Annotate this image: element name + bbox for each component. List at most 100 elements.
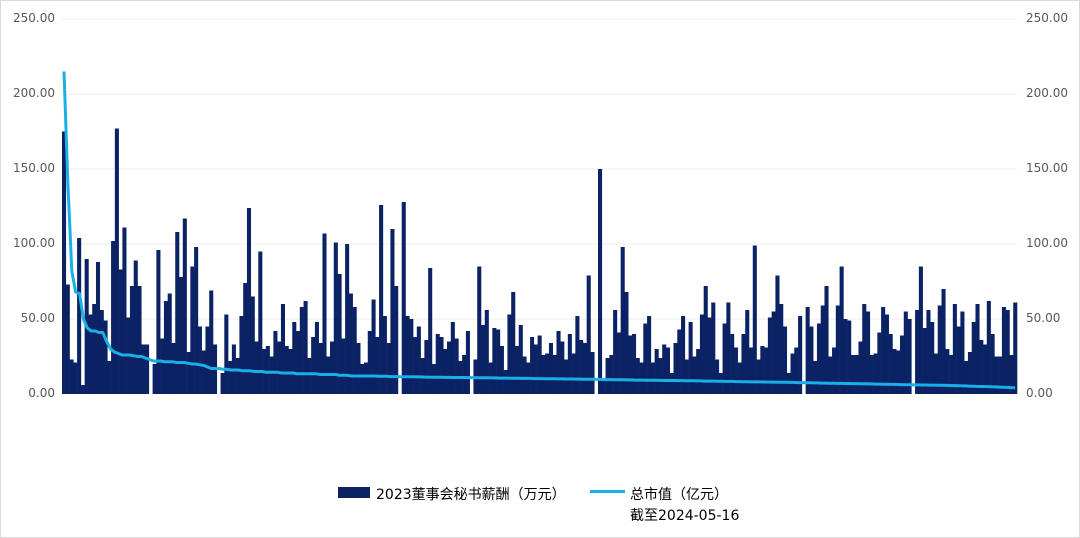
salary-bar — [718, 373, 723, 394]
salary-bar — [348, 293, 353, 394]
market-cap-line — [62, 71, 1016, 390]
salary-bar — [77, 238, 82, 394]
salary-bar — [922, 328, 927, 394]
salary-bar — [711, 302, 716, 394]
salary-bar — [575, 316, 580, 394]
salary-bar — [382, 316, 387, 394]
salary-bar — [311, 337, 316, 394]
salary-bar — [794, 347, 799, 394]
salary-bar — [341, 338, 346, 394]
salary-bar — [447, 341, 452, 394]
salary-bar — [492, 328, 497, 394]
salary-bar — [733, 347, 738, 394]
salary-bar — [699, 314, 704, 394]
salary-bar — [273, 331, 278, 394]
salary-bar — [926, 310, 931, 394]
salary-bar — [688, 322, 693, 394]
salary-bar — [579, 340, 584, 394]
salary-bar — [375, 337, 380, 394]
salary-bar — [201, 350, 206, 394]
legend-bar-swatch — [338, 487, 370, 498]
salary-bar — [156, 250, 161, 394]
salary-bar — [390, 229, 395, 394]
salary-bar — [590, 352, 595, 394]
salary-bar — [983, 344, 988, 394]
salary-bar — [665, 347, 671, 394]
salary-bar — [866, 311, 871, 394]
salary-bar — [265, 346, 270, 394]
salary-bar — [292, 322, 297, 394]
salary-bar — [182, 218, 187, 394]
y-tick-left: 200.00 — [13, 86, 55, 100]
salary-bar — [745, 310, 750, 394]
salary-bar — [820, 305, 825, 394]
salary-bar — [186, 352, 191, 394]
salary-bar — [767, 317, 772, 394]
salary-bar — [805, 307, 810, 394]
salary-bar — [518, 325, 523, 394]
salary-bar — [835, 305, 840, 394]
salary-bar — [741, 334, 746, 394]
legend-line-swatch — [590, 490, 625, 493]
salary-bar — [194, 247, 199, 394]
salary-bar — [284, 346, 289, 394]
salary-bar — [749, 347, 754, 394]
salary-bar — [775, 275, 780, 394]
salary-bar — [322, 233, 327, 394]
salary-bar — [696, 349, 701, 394]
salary-bar — [499, 346, 504, 394]
salary-bar — [994, 356, 999, 394]
salary-bar — [371, 299, 376, 394]
salary-bar — [220, 373, 225, 394]
salary-bar — [511, 292, 516, 394]
salary-bar — [118, 269, 123, 394]
salary-bar — [454, 338, 459, 394]
salary-bar — [114, 128, 119, 394]
salary-bar — [752, 245, 757, 394]
salary-bar — [190, 266, 195, 394]
salary-bar — [986, 301, 991, 394]
y-tick-right: 0.00 — [1026, 386, 1053, 400]
salary-bar — [175, 232, 180, 394]
salary-bar — [62, 131, 67, 394]
salary-bar — [790, 353, 795, 394]
salary-bar — [303, 301, 308, 394]
salary-bar — [141, 344, 146, 394]
salary-bar — [111, 241, 116, 394]
salary-bar — [137, 286, 142, 394]
salary-bar — [730, 334, 735, 394]
salary-bar — [439, 337, 444, 394]
salary-bar — [862, 304, 867, 394]
salary-bar — [363, 362, 369, 394]
salary-bar — [945, 349, 950, 394]
salary-bar — [764, 347, 769, 394]
salary-bar — [243, 283, 248, 394]
salary-bar — [884, 314, 889, 394]
salary-bar — [937, 305, 942, 394]
salary-bar — [1013, 302, 1018, 394]
salary-bar — [246, 208, 252, 394]
salary-bar — [869, 355, 874, 394]
salary-bar — [669, 373, 674, 394]
salary-bar — [949, 355, 954, 394]
salary-bar — [239, 316, 244, 394]
salary-bar — [1001, 307, 1006, 394]
salary-bar — [545, 353, 550, 394]
salary-bar — [541, 355, 546, 394]
y-tick-left: 150.00 — [13, 161, 55, 175]
salary-bar — [586, 275, 591, 394]
salary-bar — [1009, 355, 1014, 394]
y-tick-left: 100.00 — [13, 236, 55, 250]
salary-bar — [722, 323, 727, 394]
salary-bar — [122, 227, 127, 394]
legend-line-date: 截至2024-05-16 — [630, 508, 740, 524]
salary-bar — [952, 304, 957, 394]
salary-bar — [560, 341, 565, 394]
salary-bar — [548, 343, 554, 394]
salary-bar — [409, 319, 414, 394]
salary-bar — [1005, 310, 1010, 394]
salary-bar — [771, 311, 776, 394]
salary-bar — [854, 355, 859, 394]
salary-bar — [654, 349, 659, 394]
